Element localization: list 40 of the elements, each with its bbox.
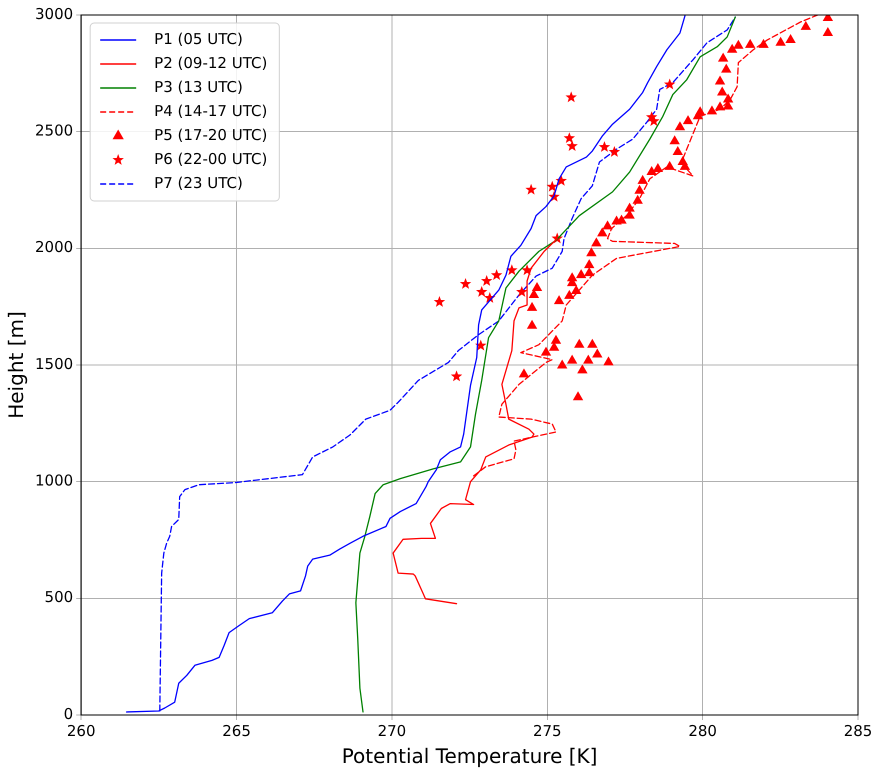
point	[546, 180, 558, 192]
point	[476, 286, 488, 297]
point	[598, 141, 610, 152]
point	[490, 269, 502, 280]
point	[525, 184, 537, 195]
legend-label: P1 (05 UTC)	[154, 30, 243, 48]
x-tick-label: 275	[532, 722, 562, 740]
point	[564, 132, 576, 144]
y-tick-label: 1000	[34, 472, 74, 490]
point	[450, 370, 462, 382]
legend-label: P6 (22-00 UTC)	[154, 150, 268, 168]
point	[475, 340, 486, 350]
point	[566, 140, 578, 151]
x-tick-label: 265	[222, 722, 251, 740]
point	[608, 146, 620, 157]
legend-label: P5 (17-20 UTC)	[154, 126, 268, 144]
y-tick-label: 500	[44, 588, 74, 606]
point	[434, 296, 446, 307]
point	[480, 275, 492, 286]
point	[648, 115, 660, 126]
point	[460, 278, 472, 289]
x-axis-title: Potential Temperature [K]	[342, 744, 598, 768]
point	[664, 78, 676, 90]
point	[516, 286, 528, 297]
legend-label: P2 (09-12 UTC)	[154, 54, 268, 72]
legend-label: P3 (13 UTC)	[154, 78, 243, 96]
legend-label: P7 (23 UTC)	[154, 174, 243, 192]
x-tick-label: 270	[378, 722, 406, 740]
y-tick-label: 2500	[34, 122, 74, 140]
legend-label: P4 (14-17 UTC)	[154, 102, 268, 120]
y-tick-label: 3000	[34, 4, 74, 23]
y-tick-label: 2000	[34, 238, 74, 256]
point	[506, 264, 518, 276]
y-tick-label: 0	[64, 704, 74, 723]
x-tick-label: 280	[688, 722, 717, 740]
x-tick-label: 285	[844, 722, 872, 740]
y-axis-title: Height [m]	[4, 311, 28, 419]
point	[565, 91, 577, 102]
y-tick-label: 1500	[34, 354, 74, 373]
x-tick-label: 260	[66, 722, 96, 740]
